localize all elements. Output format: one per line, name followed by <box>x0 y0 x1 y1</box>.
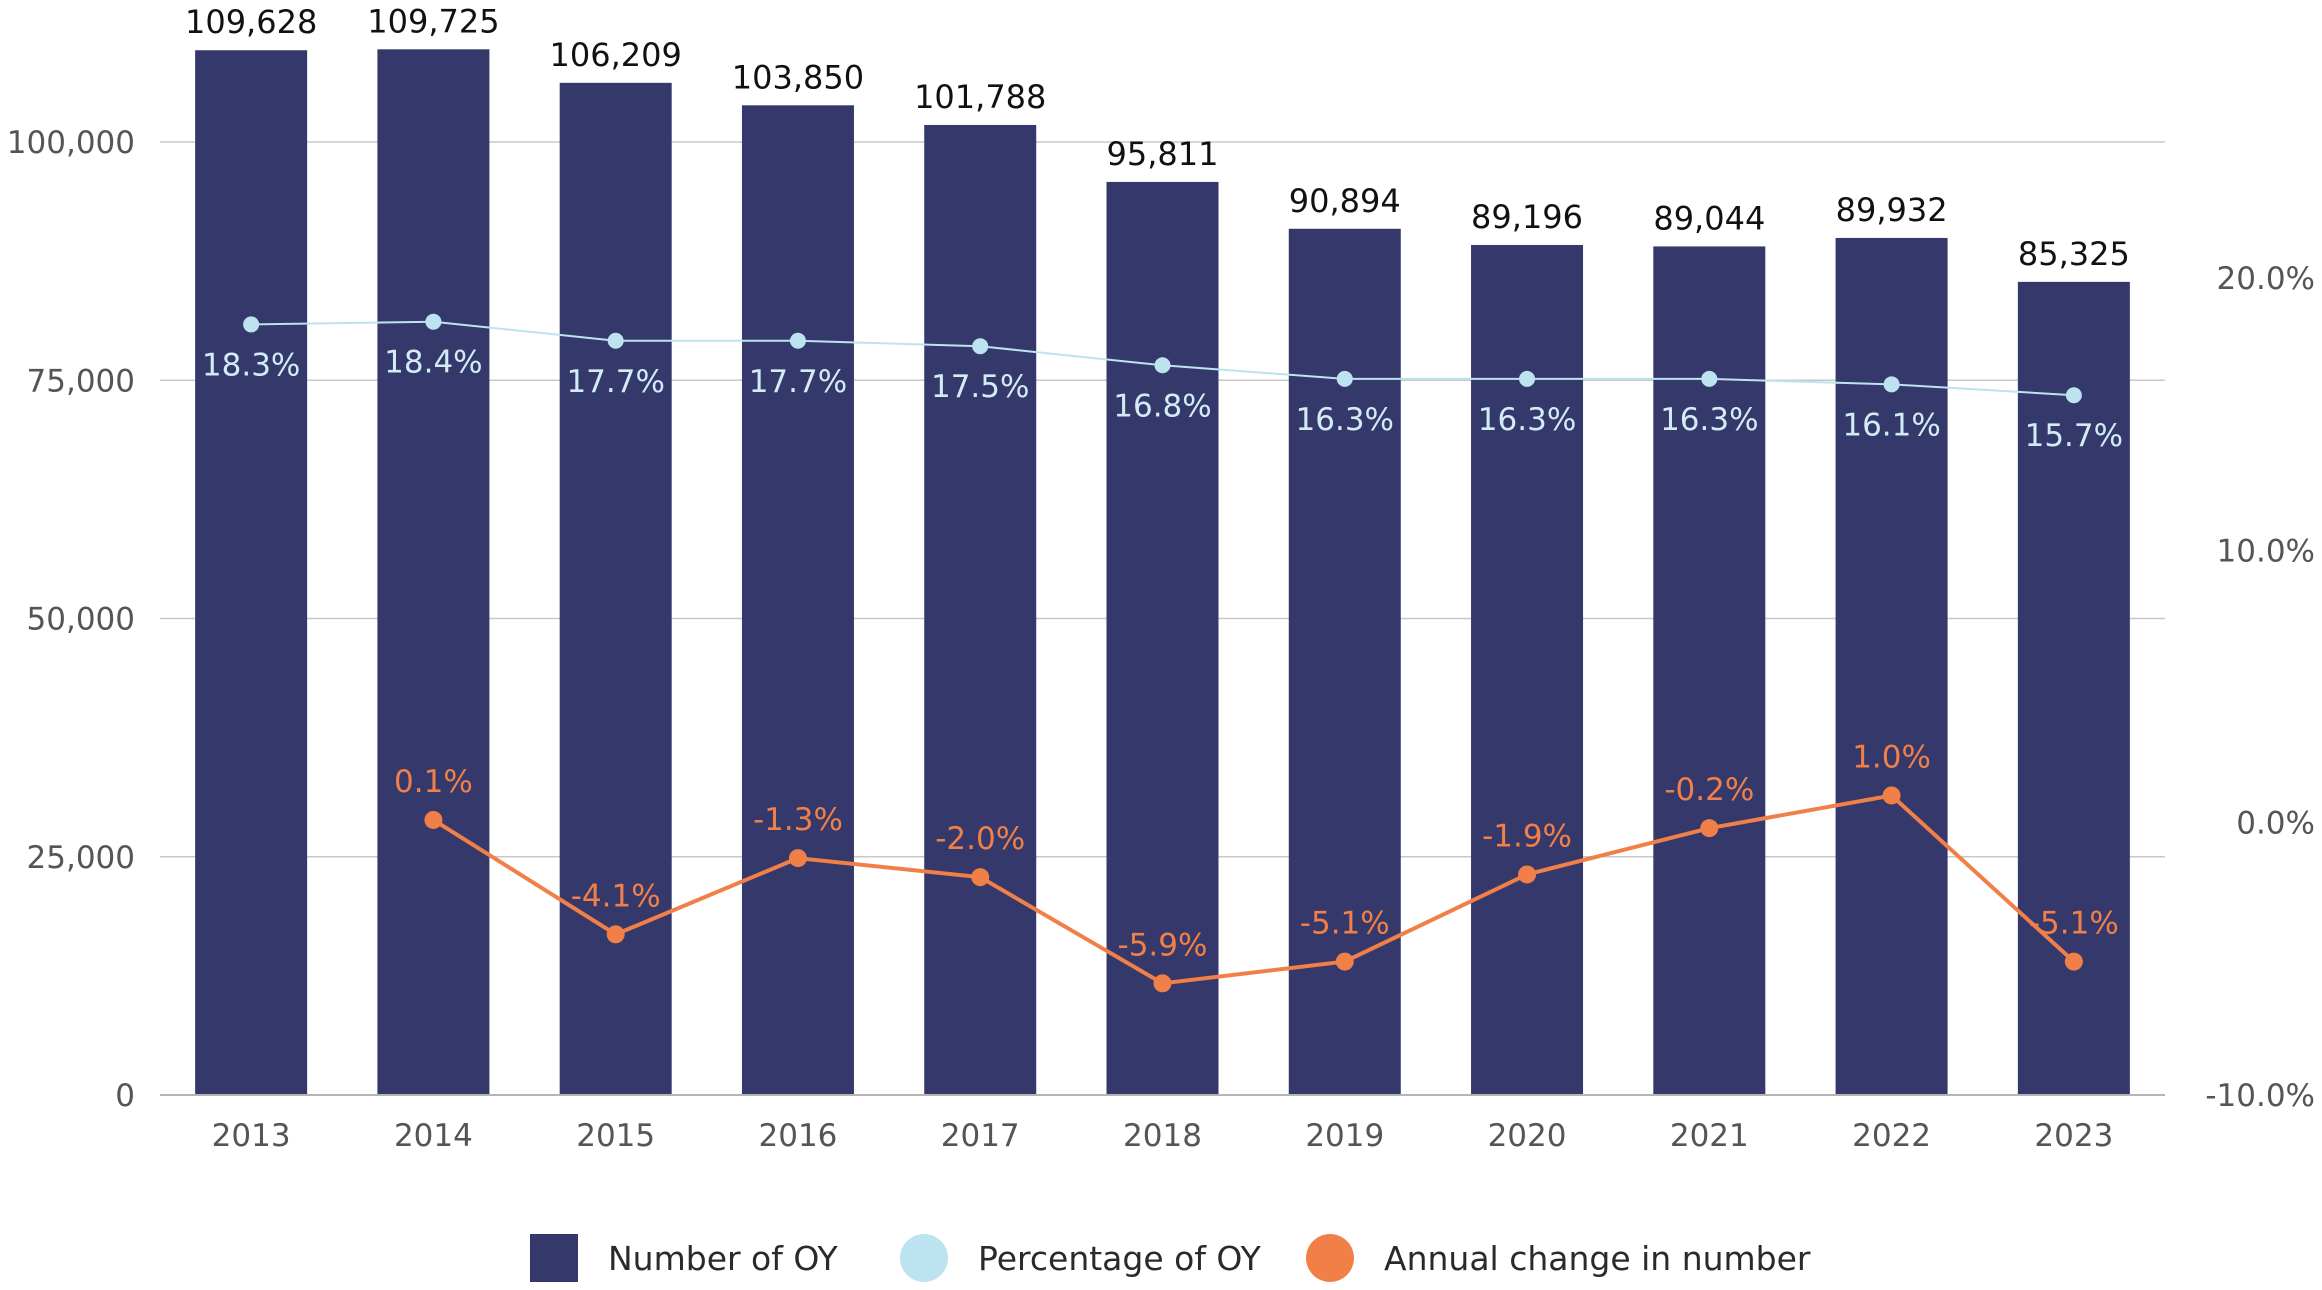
annual-change-label: 1.0% <box>1852 739 1931 775</box>
percentage-label: 17.7% <box>566 364 664 400</box>
bar <box>2017 281 2130 1095</box>
percentage-point <box>243 316 260 333</box>
y-right-tick-label: 20.0% <box>2217 261 2315 297</box>
x-tick-label: 2015 <box>576 1118 655 1154</box>
percentage-point <box>1883 376 1900 393</box>
percentage-label: 16.1% <box>1842 407 1940 443</box>
bar-value-label: 90,894 <box>1289 182 1401 220</box>
percentage-point <box>1154 357 1171 374</box>
percentage-point <box>1336 370 1353 387</box>
annual-change-point <box>606 925 625 944</box>
annual-change-point <box>971 868 990 887</box>
percentage-label: 18.4% <box>384 345 482 381</box>
bar <box>741 105 854 1095</box>
annual-change-point <box>1700 819 1719 838</box>
annual-change-point <box>1882 786 1901 805</box>
percentage-point <box>425 313 442 330</box>
bar <box>1653 246 1766 1096</box>
x-tick-label: 2016 <box>759 1118 838 1154</box>
percentage-label: 16.3% <box>1660 402 1758 438</box>
bar-value-label: 89,196 <box>1471 198 1583 236</box>
legend-label: Number of OY <box>608 1238 838 1278</box>
bar-value-label: 89,044 <box>1653 199 1765 237</box>
y-left-tick-label: 100,000 <box>7 125 135 161</box>
annual-change-label: -4.1% <box>571 878 661 914</box>
bar <box>1106 181 1219 1096</box>
bar-value-label: 109,628 <box>185 3 317 41</box>
y-right-tick-label: 0.0% <box>2236 806 2315 842</box>
legend-swatch-number-of-oy <box>530 1234 578 1282</box>
y-left-tick-label: 50,000 <box>27 602 135 638</box>
y-right-tick-label: -10.0% <box>2205 1078 2315 1114</box>
bar <box>377 49 490 1095</box>
annual-change-point <box>1518 865 1537 884</box>
bar-value-label: 89,932 <box>1836 191 1948 229</box>
annual-change-label: -1.3% <box>753 802 843 838</box>
x-tick-label: 2020 <box>1488 1118 1567 1154</box>
percentage-point <box>789 332 806 349</box>
percentage-point <box>1519 370 1536 387</box>
x-tick-label: 2017 <box>941 1118 1020 1154</box>
annual-change-label: 0.1% <box>394 764 473 800</box>
annual-change-label: -0.2% <box>1664 772 1754 808</box>
percentage-point <box>2065 387 2082 404</box>
percentage-label: 17.5% <box>931 369 1029 405</box>
x-tick-label: 2019 <box>1305 1118 1384 1154</box>
annual-change-label: -5.9% <box>1118 927 1208 963</box>
percentage-label: 16.3% <box>1296 402 1394 438</box>
legend-item-annual-change: Annual change in number <box>1306 1230 1811 1286</box>
bar <box>1835 237 1948 1095</box>
line-layer <box>243 313 2083 993</box>
annual-change-label: -5.1% <box>1300 906 1390 942</box>
bar-value-label: 106,209 <box>550 36 682 74</box>
x-tick-label: 2018 <box>1123 1118 1202 1154</box>
percentage-label: 17.7% <box>749 364 847 400</box>
annual-change-point <box>788 849 807 868</box>
x-tick-label: 2023 <box>2034 1118 2113 1154</box>
bar-value-label: 103,850 <box>732 58 864 96</box>
annual-change-label: -2.0% <box>935 821 1025 857</box>
percentage-label: 18.3% <box>202 347 300 383</box>
annual-change-point <box>1153 974 1172 993</box>
bar <box>195 50 308 1096</box>
x-tick-label: 2021 <box>1670 1118 1749 1154</box>
annual-change-point <box>2064 952 2083 971</box>
legend-swatch-percentage-of-oy <box>900 1234 948 1282</box>
annual-change-label: -1.9% <box>1482 818 1572 854</box>
legend-item-percentage-of-oy: Percentage of OY <box>900 1230 1261 1286</box>
percentage-label: 16.8% <box>1113 388 1211 424</box>
percentage-point <box>607 332 624 349</box>
annual-change-line <box>432 793 2076 986</box>
percentage-label: 15.7% <box>2025 418 2123 454</box>
x-tick-label: 2014 <box>394 1118 473 1154</box>
legend-label: Percentage of OY <box>978 1238 1261 1278</box>
annual-change-point <box>1335 952 1354 971</box>
y-right-tick-label: 10.0% <box>2217 533 2315 569</box>
legend-item-number-of-oy: Number of OY <box>530 1230 838 1286</box>
x-tick-label: 2022 <box>1852 1118 1931 1154</box>
annual-change-label: -5.1% <box>2029 906 2119 942</box>
annual-change-point <box>424 810 443 829</box>
legend-label: Annual change in number <box>1384 1238 1811 1278</box>
percentage-point <box>972 338 989 355</box>
bar-value-label: 95,811 <box>1107 135 1219 173</box>
chart-legend: Number of OY Percentage of OY Annual cha… <box>0 1230 2322 1290</box>
y-left-tick-label: 75,000 <box>27 363 135 399</box>
bar-layer <box>195 49 2130 1096</box>
y-left-tick-label: 25,000 <box>27 840 135 876</box>
bar-value-label: 85,325 <box>2018 235 2130 273</box>
bar-value-label: 109,725 <box>367 2 499 40</box>
label-layer: 109,628 109,725 106,209 103,850 101,788 95,81… <box>185 2 2130 963</box>
x-tick-label: 2013 <box>212 1118 291 1154</box>
percentage-point <box>1701 370 1718 387</box>
bar <box>924 124 1037 1096</box>
y-left-tick-label: 0 <box>115 1078 135 1114</box>
bar-value-label: 101,788 <box>914 78 1046 116</box>
percentage-label: 16.3% <box>1478 402 1576 438</box>
axis-layer: 0 25,000 50,000 75,000 100,000 -10.0% 0.0% 10.0… <box>7 125 2315 1154</box>
legend-swatch-annual-change <box>1306 1234 1354 1282</box>
